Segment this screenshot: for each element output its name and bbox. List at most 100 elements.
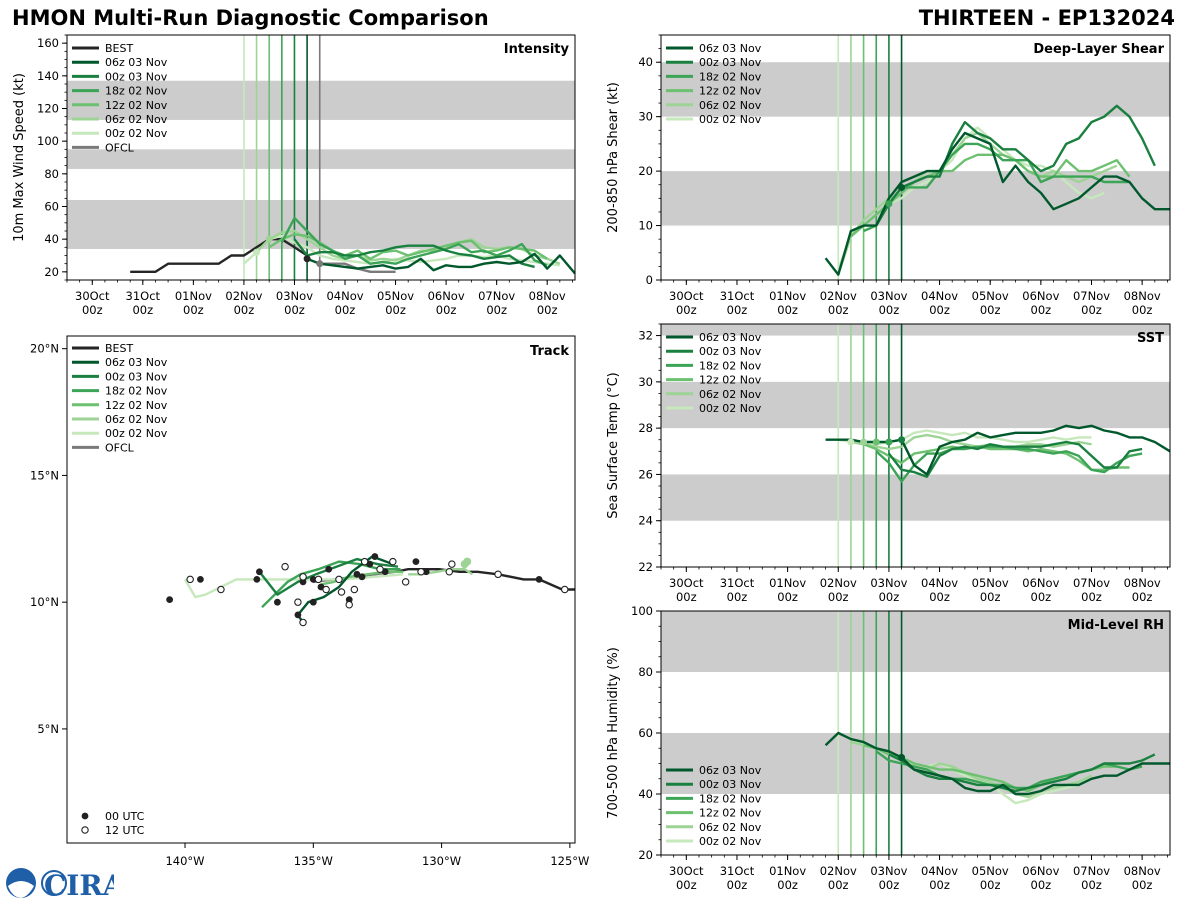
track-y-tick-label: 15°N xyxy=(30,468,59,482)
shear-y-axis-label: 200-850 hPa Shear (kt) xyxy=(606,82,621,233)
intensity-y-tick-label: 80 xyxy=(44,167,59,181)
shear-series-12z-02-nov xyxy=(850,153,1131,238)
track-dot-12utc xyxy=(281,562,289,571)
rh-panel-title: Mid-Level RH xyxy=(1068,618,1164,633)
sst-marker-06z-02-nov xyxy=(860,438,868,446)
rh-x-tick-hour: 00z xyxy=(879,878,900,892)
shear-series-18z-02-nov xyxy=(863,142,1130,233)
intensity-y-axis-label: 10m Max Wind Speed (kt) xyxy=(12,73,27,242)
track-y-tick-label: 20°N xyxy=(30,342,59,356)
rh-x-tick-day: 03Nov xyxy=(870,864,907,878)
intensity-x-tick-day: 02Nov xyxy=(225,289,262,303)
marker-legend-00utc-dot xyxy=(81,812,89,820)
rh-x-tick-hour: 00z xyxy=(1081,878,1102,892)
track-dot-00utc xyxy=(353,570,361,578)
shear-panel-title: Deep-Layer Shear xyxy=(1033,42,1164,57)
intensity-x-tick-hour: 00z xyxy=(284,303,305,317)
shear-marker-18z-02-nov xyxy=(885,200,893,208)
track-x-tick-label: 125°W xyxy=(550,854,589,868)
sst-series-06z-02-nov xyxy=(850,433,1092,451)
rh-marker-06z-03-nov xyxy=(898,753,906,761)
shear-x-tick-hour: 00z xyxy=(1081,303,1102,317)
track-dot-12utc xyxy=(337,588,346,596)
intensity-x-tick-hour: 00z xyxy=(183,303,204,317)
track-dot-12utc xyxy=(345,600,353,609)
shear-x-tick-day: 08Nov xyxy=(1124,289,1161,303)
shear-x-tick-day: 03Nov xyxy=(870,289,907,303)
rh-legend-label-18z-02-nov: 18z 02 Nov xyxy=(699,792,762,805)
sst-x-tick-hour: 00z xyxy=(727,590,748,604)
rh-x-tick-hour: 00z xyxy=(727,878,748,892)
track-frame xyxy=(66,335,576,844)
intensity-legend-label-00z-03-nov: 00z 03 Nov xyxy=(105,70,168,83)
intensity-marker-00z-02-nov xyxy=(253,248,261,256)
track-dot-12utc xyxy=(417,568,425,576)
intensity-marker-06z-02-nov xyxy=(265,235,273,243)
sst-marker-12z-02-nov xyxy=(872,438,880,446)
track-legend-label-18z-02-nov: 18z 02 Nov xyxy=(105,385,168,398)
sst-legend-label-06z-03-nov: 06z 03 Nov xyxy=(699,331,762,344)
sst-y-tick-label: 28 xyxy=(638,421,653,435)
intensity-y-tick-label: 120 xyxy=(37,102,59,116)
rh-x-tick-day: 02Nov xyxy=(820,864,857,878)
marker-legend-12utc-dot xyxy=(81,826,89,834)
track-panel: 140°W 135°W 130°W 125°W 5°N 10°N 15°N 20°N Track… xyxy=(30,335,589,868)
track-dot-00utc xyxy=(309,575,317,583)
sst-series-00z-03-nov xyxy=(887,440,1143,478)
shear-legend-label-12z-02-nov: 12z 02 Nov xyxy=(699,85,762,98)
shear-series-group xyxy=(824,104,1170,276)
intensity-x-tick-day: 07Nov xyxy=(478,289,515,303)
shear-band-1 xyxy=(661,62,1170,117)
track-dot-00utc xyxy=(412,558,420,566)
sst-marker-00z-02-nov xyxy=(847,438,855,446)
shear-x-tick-hour: 00z xyxy=(828,303,849,317)
cira-globe-icon xyxy=(41,870,67,896)
sst-x-tick-hour: 00z xyxy=(676,590,697,604)
rh-x-tick-hour: 00z xyxy=(980,878,1001,892)
sst-y-tick-label: 30 xyxy=(638,375,653,389)
sst-band-2 xyxy=(661,324,1170,336)
sst-y-tick-label: 26 xyxy=(638,467,653,481)
sst-band-0 xyxy=(661,474,1170,521)
track-model-dot-06z-02-nov xyxy=(463,557,472,566)
intensity-series-best xyxy=(130,237,308,273)
shear-x-tick-day: 01Nov xyxy=(769,289,806,303)
shear-series-00z-03-nov xyxy=(875,104,1156,227)
track-legend-label-06z-03-nov: 06z 03 Nov xyxy=(105,356,168,369)
intensity-x-tick-hour: 00z xyxy=(234,303,255,317)
track-y-tick-label: 10°N xyxy=(30,595,59,609)
track-legend-label-06z-02-nov: 06z 02 Nov xyxy=(105,413,168,426)
sst-marker-00z-03-nov xyxy=(898,436,906,444)
rh-x-tick-hour: 00z xyxy=(929,878,950,892)
shear-x-tick-day: 04Nov xyxy=(921,289,958,303)
rh-x-tick-day: 01Nov xyxy=(769,864,806,878)
track-legend-label-12z-02-nov: 12z 02 Nov xyxy=(105,399,168,412)
rh-y-tick-label: 60 xyxy=(638,726,653,740)
sst-y-tick-label: 22 xyxy=(638,560,653,574)
rh-panel: 2040608010030Oct00z31Oct00z01Nov00z02Nov… xyxy=(606,604,1171,892)
sst-legend-label-12z-02-nov: 12z 02 Nov xyxy=(699,374,762,387)
shear-x-tick-hour: 00z xyxy=(676,303,697,317)
track-dot-12utc xyxy=(322,585,330,594)
sst-x-tick-hour: 00z xyxy=(828,590,849,604)
shear-x-tick-day: 07Nov xyxy=(1073,289,1110,303)
intensity-legend-label-06z-02-nov: 06z 02 Nov xyxy=(105,113,168,126)
sst-x-tick-hour: 00z xyxy=(980,590,1001,604)
track-dot-00utc xyxy=(345,596,353,604)
shear-x-tick-day: 05Nov xyxy=(972,289,1009,303)
sst-series-12z-02-nov xyxy=(863,443,1130,471)
storm-id-title: THIRTEEN - EP132024 xyxy=(918,6,1175,30)
rh-legend-label-00z-02-nov: 00z 02 Nov xyxy=(699,835,762,848)
rh-legend-label-00z-03-nov: 00z 03 Nov xyxy=(699,778,762,791)
sst-x-tick-day: 31Oct xyxy=(720,576,755,590)
rh-x-tick-hour: 00z xyxy=(676,878,697,892)
shear-legend-label-00z-02-nov: 00z 02 Nov xyxy=(699,113,762,126)
rh-series-group xyxy=(824,731,1170,805)
track-dot-00utc xyxy=(422,568,430,576)
track-dot-00utc xyxy=(309,598,317,606)
rh-y-axis-label: 700-500 hPa Humidity (%) xyxy=(606,647,621,819)
shear-y-tick-label: 20 xyxy=(638,164,653,178)
